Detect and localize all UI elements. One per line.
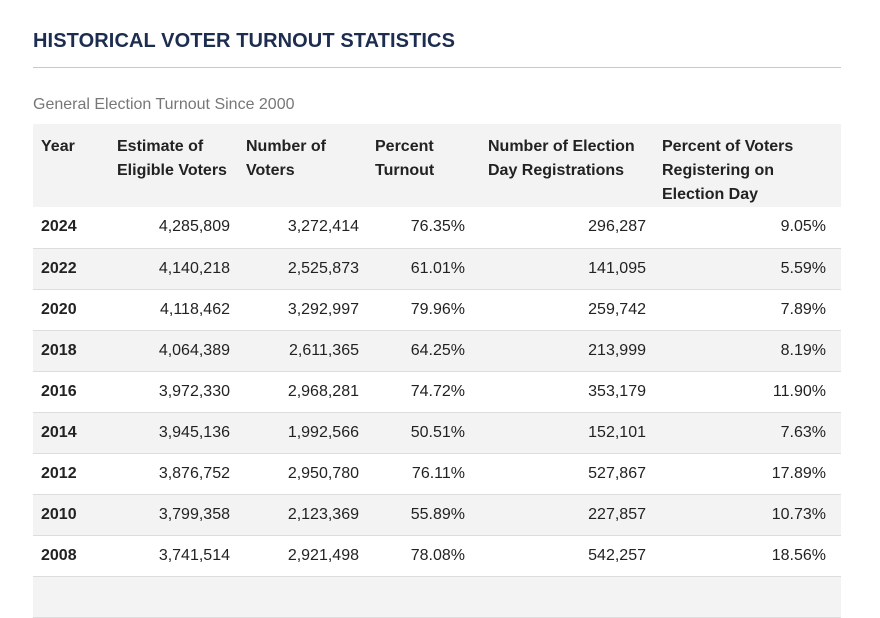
table-header: Year Estimate of Eligible Voters Number … (33, 124, 841, 207)
cell-year: 2012 (33, 453, 109, 495)
cell-year: 2016 (33, 371, 109, 413)
header-row: Year Estimate of Eligible Voters Number … (33, 124, 841, 207)
cell-eligible-voters: 4,064,389 (109, 330, 238, 372)
cell-number-of-voters: 1,992,566 (238, 412, 367, 454)
cell-number-of-voters: 2,525,873 (238, 248, 367, 290)
table-row: 2022 4,140,218 2,525,873 61.01% 141,095 5.59% (33, 248, 841, 290)
cell-percent-turnout: 76.35% (367, 207, 480, 249)
cell-number-of-voters: 3,272,414 (238, 207, 367, 249)
cell-election-day-registrations: 353,179 (480, 371, 654, 413)
cell-number-of-voters: 2,921,498 (238, 535, 367, 577)
cell-year: 2022 (33, 248, 109, 290)
cell-number-of-voters: 2,611,365 (238, 330, 367, 372)
cell-election-day-registrations: 527,867 (480, 453, 654, 495)
cell-year: 2010 (33, 494, 109, 536)
cell-year: 2024 (33, 207, 109, 249)
cell-percent-registering: 10.73% (654, 494, 841, 536)
cell-election-day-registrations: 259,742 (480, 289, 654, 331)
table-row: 2018 4,064,389 2,611,365 64.25% 213,999 8.19% (33, 330, 841, 372)
cell-eligible-voters: 4,140,218 (109, 248, 238, 290)
cell-percent-turnout: 64.25% (367, 330, 480, 372)
cell-percent-turnout: 50.51% (367, 412, 480, 454)
cell-percent-turnout: 74.72% (367, 371, 480, 413)
cell-percent-turnout (367, 576, 480, 618)
header-number-of-voters: Number of Voters (238, 124, 367, 207)
table-row: 2012 3,876,752 2,950,780 76.11% 527,867 17.89… (33, 453, 841, 495)
cell-percent-registering: 18.56% (654, 535, 841, 577)
cell-percent-registering (654, 576, 841, 618)
table-row: 2020 4,118,462 3,292,997 79.96% 259,742 7.89% (33, 289, 841, 331)
table-row: 2024 4,285,809 3,272,414 76.35% 296,287 9.05% (33, 207, 841, 249)
cell-eligible-voters (109, 576, 238, 618)
table-body: 2024 4,285,809 3,272,414 76.35% 296,287 9.05%… (33, 207, 841, 618)
header-election-day-registrations: Number of Election Day Registrations (480, 124, 654, 207)
cell-percent-registering: 7.63% (654, 412, 841, 454)
cell-election-day-registrations: 152,101 (480, 412, 654, 454)
cell-year (33, 576, 109, 618)
cell-percent-turnout: 78.08% (367, 535, 480, 577)
cell-percent-turnout: 76.11% (367, 453, 480, 495)
table-row: 2016 3,972,330 2,968,281 74.72% 353,179 11.90… (33, 371, 841, 413)
cell-eligible-voters: 4,118,462 (109, 289, 238, 331)
cell-eligible-voters: 4,285,809 (109, 207, 238, 249)
table-row (33, 576, 841, 618)
cell-eligible-voters: 3,799,358 (109, 494, 238, 536)
header-year: Year (33, 124, 109, 207)
cell-eligible-voters: 3,945,136 (109, 412, 238, 454)
cell-number-of-voters: 2,968,281 (238, 371, 367, 413)
cell-election-day-registrations: 542,257 (480, 535, 654, 577)
cell-percent-registering: 5.59% (654, 248, 841, 290)
cell-percent-registering: 11.90% (654, 371, 841, 413)
turnout-table: Year Estimate of Eligible Voters Number … (33, 124, 841, 618)
cell-year: 2020 (33, 289, 109, 331)
cell-number-of-voters: 2,950,780 (238, 453, 367, 495)
table-row: 2008 3,741,514 2,921,498 78.08% 542,257 18.56… (33, 535, 841, 577)
cell-percent-registering: 8.19% (654, 330, 841, 372)
cell-year: 2008 (33, 535, 109, 577)
cell-election-day-registrations: 227,857 (480, 494, 654, 536)
cell-percent-registering: 7.89% (654, 289, 841, 331)
cell-election-day-registrations (480, 576, 654, 618)
cell-election-day-registrations: 141,095 (480, 248, 654, 290)
cell-percent-turnout: 55.89% (367, 494, 480, 536)
cell-percent-registering: 9.05% (654, 207, 841, 249)
cell-eligible-voters: 3,972,330 (109, 371, 238, 413)
table-row: 2014 3,945,136 1,992,566 50.51% 152,101 7.63% (33, 412, 841, 454)
title-divider (33, 67, 841, 68)
header-percent-turnout: Percent Turnout (367, 124, 480, 207)
cell-election-day-registrations: 296,287 (480, 207, 654, 249)
header-eligible-voters: Estimate of Eligible Voters (109, 124, 238, 207)
cell-number-of-voters: 3,292,997 (238, 289, 367, 331)
cell-percent-turnout: 61.01% (367, 248, 480, 290)
page-title: HISTORICAL VOTER TURNOUT STATISTICS (33, 30, 456, 52)
table-row: 2010 3,799,358 2,123,369 55.89% 227,857 10.73… (33, 494, 841, 536)
cell-number-of-voters: 2,123,369 (238, 494, 367, 536)
cell-percent-registering: 17.89% (654, 453, 841, 495)
cell-eligible-voters: 3,741,514 (109, 535, 238, 577)
cell-number-of-voters (238, 576, 367, 618)
cell-eligible-voters: 3,876,752 (109, 453, 238, 495)
table-caption: General Election Turnout Since 2000 (33, 96, 295, 113)
cell-election-day-registrations: 213,999 (480, 330, 654, 372)
cell-year: 2018 (33, 330, 109, 372)
header-percent-registering: Percent of Voters Registering on Electio… (654, 124, 841, 207)
cell-percent-turnout: 79.96% (367, 289, 480, 331)
cell-year: 2014 (33, 412, 109, 454)
